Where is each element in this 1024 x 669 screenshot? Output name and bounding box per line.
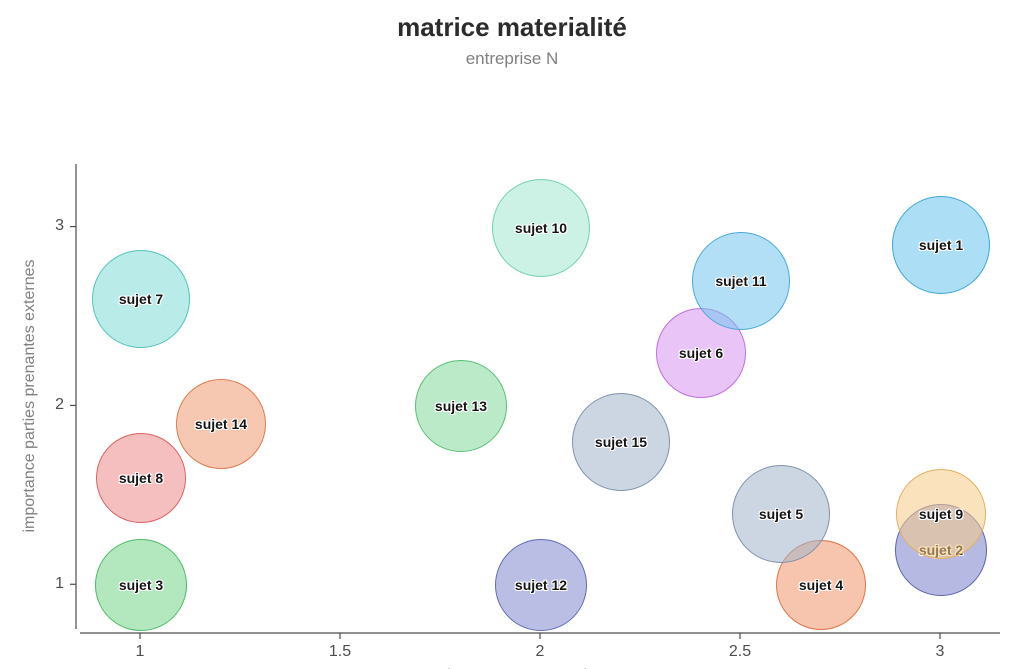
bubble: sujet 9 (896, 469, 986, 559)
x-tick-label: 2 (520, 643, 560, 661)
plot-area: sujet 1sujet 2sujet 3sujet 4sujet 5sujet… (80, 164, 1000, 629)
y-tick-label: 1 (55, 575, 64, 593)
x-tick-label: 3 (920, 643, 960, 661)
bubble: sujet 1 (892, 196, 990, 294)
x-tick-label: 1 (120, 643, 160, 661)
bubble: sujet 15 (572, 393, 670, 491)
x-tick-label: 1.5 (320, 643, 360, 661)
bubble: sujet 11 (692, 232, 790, 330)
x-tick-label: 2.5 (720, 643, 760, 661)
bubble: sujet 7 (92, 250, 190, 348)
chart-title: matrice materialité (0, 0, 1024, 43)
y-tick-label: 2 (55, 396, 64, 414)
chart-subtitle: entreprise N (0, 43, 1024, 69)
bubble: sujet 12 (495, 539, 587, 631)
bubble: sujet 3 (95, 539, 187, 631)
bubble: sujet 5 (732, 465, 830, 563)
bubble: sujet 10 (492, 179, 590, 277)
bubble: sujet 14 (176, 379, 266, 469)
y-axis-label: importance parties prenantes externes (21, 196, 39, 596)
bubble: sujet 8 (96, 433, 186, 523)
y-tick-label: 3 (55, 217, 64, 235)
bubble: sujet 13 (415, 360, 507, 452)
chart-area: sujet 1sujet 2sujet 3sujet 4sujet 5sujet… (0, 69, 1024, 669)
